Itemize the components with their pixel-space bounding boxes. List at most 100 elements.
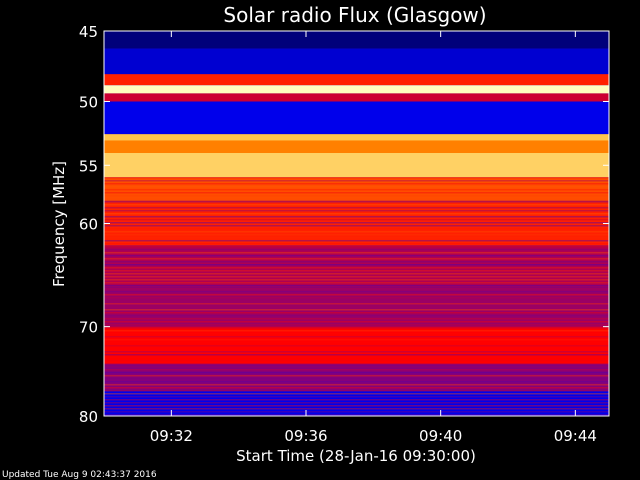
texture-strip [104, 231, 609, 233]
texture-strip [104, 273, 609, 275]
y-tick-label: 70 [79, 319, 98, 337]
texture-strip [104, 309, 609, 311]
frequency-band-1 [104, 48, 609, 75]
texture-strip [104, 228, 609, 230]
texture-strip [104, 375, 609, 377]
texture-strip [104, 252, 609, 254]
texture-strip [104, 246, 609, 248]
x-axis: 09:32 09:36 09:40 09:44 [150, 31, 597, 445]
texture-strip [104, 324, 609, 326]
texture-strip [104, 189, 609, 191]
texture-strip [104, 342, 609, 344]
texture-strip [104, 303, 609, 305]
x-tick-label: 09:44 [554, 427, 597, 445]
texture-strip [104, 192, 609, 194]
texture-strip [104, 234, 609, 236]
texture-strip [104, 363, 609, 365]
frequency-band-7 [104, 140, 609, 153]
texture-strip [104, 315, 609, 317]
texture-strip [104, 339, 609, 341]
x-tick-label: 09:36 [284, 427, 327, 445]
texture-strip [104, 414, 609, 416]
texture-strip [104, 351, 609, 353]
y-tick-label: 55 [79, 157, 98, 175]
texture-strip [104, 267, 609, 269]
texture-strip [104, 357, 609, 359]
frequency-band-14 [104, 363, 609, 391]
texture-strip [104, 225, 609, 227]
texture-strip [104, 183, 609, 185]
texture-strip [104, 258, 609, 260]
texture-strip [104, 177, 609, 179]
texture-strip [104, 186, 609, 188]
x-tick-label: 09:32 [150, 427, 193, 445]
texture-strip [104, 207, 609, 209]
texture-strip [104, 249, 609, 251]
texture-strip [104, 369, 609, 371]
plot-area [104, 31, 609, 416]
texture-strip [104, 279, 609, 281]
x-tick-label: 09:40 [419, 427, 462, 445]
texture-strip [104, 240, 609, 242]
y-tick-label: 80 [79, 408, 98, 426]
texture-strip [104, 354, 609, 356]
texture-strip [104, 366, 609, 368]
updated-timestamp: Updated Tue Aug 9 02:43:37 2016 [2, 470, 157, 480]
texture-strip [104, 330, 609, 332]
texture-strip [104, 393, 609, 395]
texture-strip [104, 216, 609, 218]
texture-strip [104, 300, 609, 302]
texture-strip [104, 261, 609, 263]
texture-strip [104, 378, 609, 380]
texture-strip [104, 213, 609, 215]
texture-strip [104, 396, 609, 398]
texture-strip [104, 264, 609, 266]
texture-strip [104, 288, 609, 290]
texture-strip [104, 285, 609, 287]
frequency-band-2 [104, 74, 609, 86]
texture-strip [104, 318, 609, 320]
texture-strip [104, 312, 609, 314]
frequency-band-4 [104, 93, 609, 102]
texture-strip [104, 201, 609, 203]
y-axis-label: Frequency [MHz] [50, 161, 68, 287]
texture-strip [104, 270, 609, 272]
texture-strip [104, 198, 609, 200]
texture-strip [104, 282, 609, 284]
texture-strip [104, 210, 609, 212]
y-tick-label: 60 [79, 216, 98, 234]
texture-strip [104, 411, 609, 413]
texture-strip [104, 372, 609, 374]
texture-strip [104, 345, 609, 347]
texture-strip [104, 294, 609, 296]
frequency-band-9 [104, 177, 609, 201]
texture-strip [104, 384, 609, 386]
texture-strip [104, 408, 609, 410]
y-tick-label: 45 [79, 23, 98, 41]
texture-strip [104, 360, 609, 362]
x-axis-label: Start Time (28-Jan-16 09:30:00) [236, 447, 476, 465]
y-tick-label: 50 [79, 94, 98, 112]
texture-strip [104, 321, 609, 323]
frequency-band-11 [104, 245, 609, 288]
texture-strip [104, 297, 609, 299]
frequency-band-5 [104, 101, 609, 135]
texture-strip [104, 243, 609, 245]
texture-strip [104, 348, 609, 350]
texture-strip [104, 381, 609, 383]
texture-strip [104, 237, 609, 239]
texture-strip [104, 336, 609, 338]
texture-strip [104, 222, 609, 224]
texture-strip [104, 327, 609, 329]
texture-strip [104, 387, 609, 389]
texture-strip [104, 402, 609, 404]
texture-strip [104, 390, 609, 392]
texture-strip [104, 255, 609, 257]
texture-strip [104, 399, 609, 401]
texture-strip [104, 276, 609, 278]
texture-strip [104, 333, 609, 335]
frequency-band-3 [104, 85, 609, 94]
texture-strip [104, 195, 609, 197]
texture-strip [104, 204, 609, 206]
